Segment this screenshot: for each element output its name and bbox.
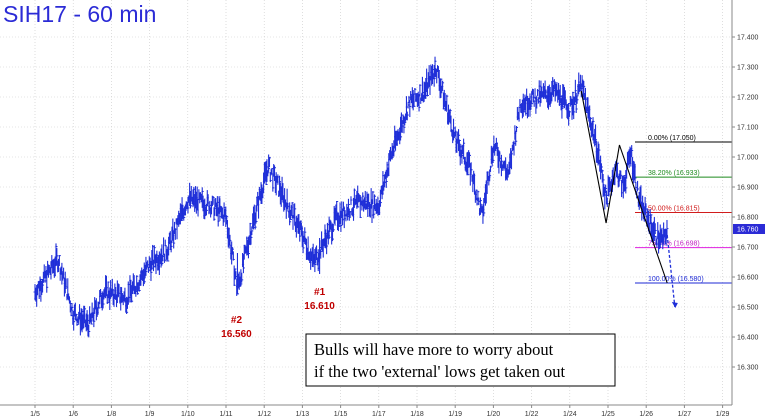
x-axis: 1/5 1/6 1/8 1/9 1/10 1/11 1/12 1/13 1/15 1/17 1/18…	[0, 404, 732, 418]
y-tick-label: 17.100	[737, 125, 759, 132]
y-tick-label: 17.200	[737, 95, 759, 102]
fib-level-label: 38.20% (16.933)	[648, 170, 700, 177]
x-tick-label: 1/5	[30, 411, 40, 418]
y-axis: 16.300 16.400 16.500 16.600 16.700 16.800 16.9…	[731, 0, 759, 405]
annotation-line-1: Bulls will have more to worry about	[314, 340, 554, 359]
low-1-tag: #1	[314, 287, 326, 298]
annotation-frame	[305, 333, 616, 387]
fib-level-label: 0.00% (17.050)	[648, 135, 696, 142]
fibonacci-levels: 0.00% (17.050) 38.20% (16.933) 50.00% (16.…	[635, 135, 732, 284]
x-tick-label: 1/8	[107, 411, 117, 418]
low-2-label: #2 16.560	[221, 315, 252, 340]
low-2-tag: #2	[231, 315, 243, 326]
price-bars	[33, 56, 669, 338]
y-tick-label: 17.300	[737, 65, 759, 72]
chart-title: SIH17 - 60 min	[3, 1, 156, 27]
x-tick-label: 1/19	[448, 411, 462, 418]
x-tick-label: 1/6	[68, 411, 78, 418]
y-tick-label: 16.900	[737, 185, 759, 192]
pattern-lines	[580, 90, 678, 308]
x-tick-label: 1/15	[334, 411, 348, 418]
x-tick-label: 1/25	[601, 411, 615, 418]
fib-level-label: 75.00% (16.698)	[648, 241, 700, 248]
x-tick-label: 1/22	[525, 411, 539, 418]
x-tick-label: 1/29	[716, 411, 730, 418]
projection-line	[666, 234, 676, 308]
x-tick-label: 1/12	[257, 411, 271, 418]
x-tick-label: 1/24	[563, 411, 577, 418]
y-tick-label: 16.700	[737, 245, 759, 252]
y-tick-label: 16.500	[737, 305, 759, 312]
y-tick-label: 16.300	[737, 365, 759, 372]
last-price-value: 16.760	[737, 227, 759, 234]
y-tick-label: 17.000	[737, 155, 759, 162]
fib-level-label: 100.00% (16.580)	[648, 276, 704, 283]
x-tick-label: 1/17	[372, 411, 386, 418]
last-price-tag: 16.760	[733, 224, 765, 234]
annotation-box: Bulls will have more to worry about if t…	[305, 333, 616, 387]
fib-level-label: 50.00% (16.815)	[648, 206, 700, 213]
y-tick-label: 16.600	[737, 275, 759, 282]
x-tick-label: 1/9	[145, 411, 155, 418]
y-tick-label: 16.400	[737, 335, 759, 342]
annotation-line-2: if the two 'external' lows get taken out	[314, 362, 566, 381]
x-tick-label: 1/11	[219, 411, 232, 418]
y-tick-label: 16.800	[737, 215, 759, 222]
low-2-value: 16.560	[221, 329, 252, 340]
x-tick-label: 1/20	[487, 411, 501, 418]
projection-arrowhead	[671, 302, 678, 308]
last-price-tag-background	[733, 224, 765, 234]
x-tick-label: 1/18	[410, 411, 424, 418]
x-tick-label: 1/13	[296, 411, 310, 418]
x-tick-label: 1/10	[181, 411, 195, 418]
low-1-value: 16.610	[304, 301, 335, 312]
y-tick-label: 17.400	[737, 35, 759, 42]
low-1-label: #1 16.610	[304, 287, 335, 312]
x-tick-label: 1/27	[678, 411, 692, 418]
x-tick-label: 1/26	[639, 411, 653, 418]
pattern-polyline	[580, 90, 668, 284]
